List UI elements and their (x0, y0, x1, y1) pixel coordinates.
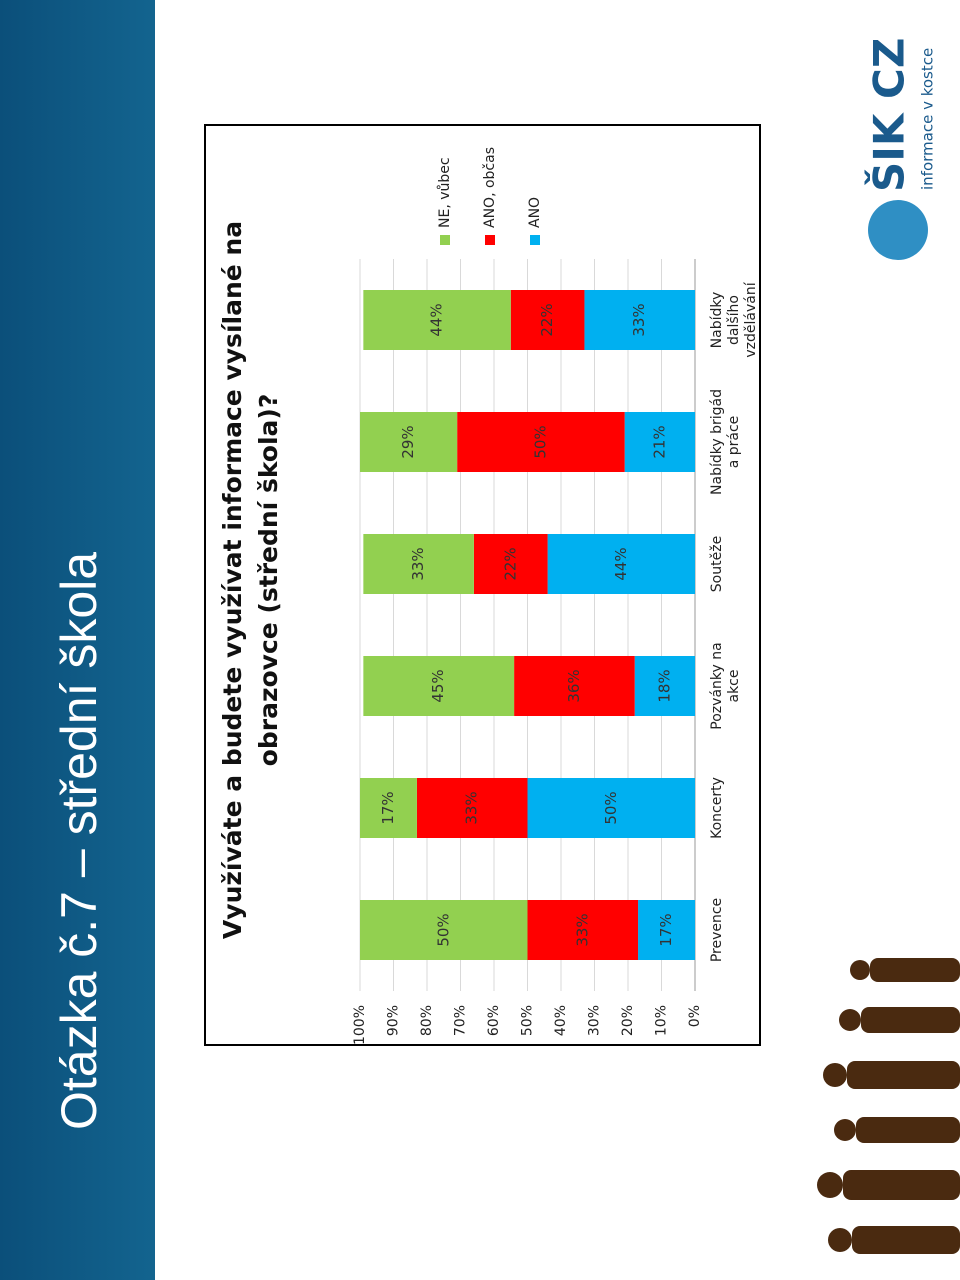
legend-swatch (530, 235, 540, 245)
bar-segment (584, 290, 696, 350)
logo-icon (868, 200, 928, 260)
value-label: 36% (565, 669, 583, 702)
value-label: 33% (630, 303, 648, 336)
bar-segment (360, 900, 528, 960)
bar-segment (510, 290, 585, 350)
bar-segment (457, 412, 625, 472)
value-label: 22% (538, 303, 556, 336)
y-tick-label: 30% (587, 1005, 603, 1036)
value-label: 29% (399, 425, 417, 458)
bar-segment (514, 656, 635, 716)
legend-swatch (485, 235, 495, 245)
legend-swatch (440, 235, 450, 245)
value-label: 50% (602, 791, 620, 824)
value-label: 33% (463, 791, 481, 824)
y-tick-label: 60% (486, 1005, 502, 1036)
value-label: 44% (428, 303, 446, 336)
bar-segment (360, 412, 458, 472)
x-tick-label: Koncerty (709, 777, 725, 839)
y-tick-label: 70% (453, 1005, 469, 1036)
bar-segment (624, 412, 696, 472)
logo-tagline: informace v kostce (919, 48, 937, 190)
y-tick-label: 90% (386, 1005, 402, 1036)
y-tick-label: 100% (352, 1005, 368, 1045)
value-label: 33% (573, 913, 591, 946)
y-tick-label: 10% (654, 1005, 670, 1036)
logo-name: ŠIK CZ (864, 38, 914, 192)
legend-label: NE, vůbec (437, 157, 453, 228)
y-tick-label: 0% (687, 1005, 703, 1027)
bar-segment (363, 290, 511, 350)
value-label: 50% (434, 913, 452, 946)
legend-label: ANO, občas (482, 147, 498, 228)
bar-segment (547, 534, 695, 594)
value-label: 17% (379, 791, 397, 824)
value-label: 17% (657, 913, 675, 946)
y-tick-label: 20% (620, 1005, 636, 1036)
y-tick-label: 50% (520, 1005, 536, 1036)
value-label: 44% (612, 547, 630, 580)
bar-segment (634, 656, 696, 716)
bar-segment (360, 778, 417, 838)
value-label: 45% (429, 669, 447, 702)
value-label: 22% (501, 547, 519, 580)
y-tick-label: 80% (419, 1005, 435, 1036)
value-label: 18% (655, 669, 673, 702)
x-tick-label: Soutěže (709, 535, 725, 593)
chart-title: Využíváte a budete využívat informace vy… (218, 220, 283, 940)
y-tick-label: 40% (553, 1005, 569, 1036)
chart-border (204, 124, 761, 1046)
x-tick-label: Nabídky brigád a práce (709, 389, 742, 495)
bar-segment (527, 778, 695, 838)
value-label: 33% (409, 547, 427, 580)
legend-label: ANO (527, 197, 543, 228)
bar-segment (416, 778, 528, 838)
bar-segment (638, 900, 695, 960)
value-label: 50% (531, 425, 549, 458)
bar-segment (363, 656, 515, 716)
silhouettes (817, 958, 960, 1254)
x-tick-label: Pozvánky na akce (709, 642, 742, 730)
x-tick-label: Nabídky dalšího vzdělávání (709, 282, 759, 358)
bar-segment (473, 534, 548, 594)
value-label: 21% (650, 425, 668, 458)
x-tick-label: Prevence (709, 897, 725, 963)
bar-segment (363, 534, 474, 594)
bar-segment (527, 900, 639, 960)
